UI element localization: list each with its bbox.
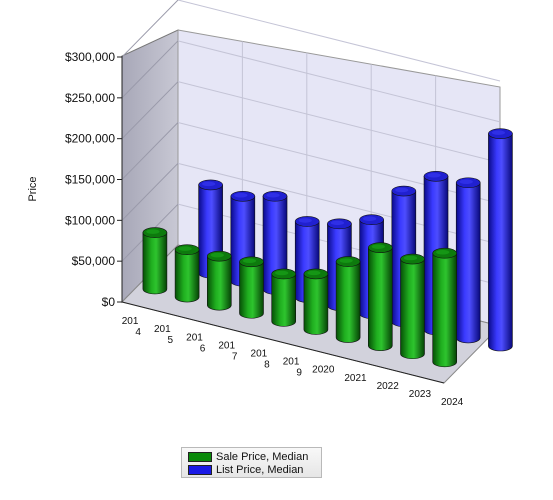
bar-sale-2017: [239, 256, 264, 319]
bar-sale-2022: [400, 253, 425, 360]
gridline-side: [121, 0, 179, 58]
y-axis-label: Price: [27, 176, 39, 201]
y-tick-label: $100,000: [65, 213, 115, 227]
x-tick-label: 201 4: [122, 316, 142, 338]
x-tick-label: 2021: [344, 373, 367, 384]
gridline: [177, 81, 501, 164]
x-tick-label: 2023: [409, 389, 432, 400]
bar-sale-2021: [367, 242, 393, 351]
x-tick-label: 2022: [377, 381, 400, 392]
y-tick-label: $250,000: [65, 91, 115, 105]
bar-list-2024: [488, 128, 513, 352]
legend-swatch-list: [188, 464, 212, 475]
gridline: [177, 40, 501, 123]
legend-label-sale: Sale Price, Median: [216, 450, 309, 463]
gridline: [177, 0, 501, 82]
bar-sale-2016: [207, 250, 232, 311]
y-tick-label: $200,000: [65, 132, 115, 146]
gridline-side: [121, 122, 179, 180]
bar-sale-2014: [142, 227, 168, 295]
x-tick-label: 201 5: [154, 324, 174, 346]
bar-sale-2018: [271, 268, 297, 327]
bar-sale-2015: [174, 244, 200, 303]
y-tick-label: $50,000: [72, 254, 116, 268]
bar-list-2023: [455, 177, 481, 344]
bar-sale-2020: [335, 256, 361, 343]
legend-item-sale: Sale Price, Median: [188, 450, 315, 463]
legend-label-list: List Price, Median: [216, 463, 304, 476]
y-tick-label: $0: [102, 295, 116, 309]
y-tick-label: $150,000: [65, 173, 115, 187]
x-tick-label: 2020: [312, 365, 335, 376]
legend-swatch-sale: [188, 451, 212, 462]
bar-sale-2019: [303, 268, 329, 335]
x-tick-label: 201 9: [283, 357, 303, 379]
bar-sale-2023: [432, 247, 458, 368]
x-tick-label: 201 6: [186, 332, 206, 354]
x-axis-line: [121, 301, 445, 384]
legend: Sale Price, Median List Price, Median: [181, 447, 322, 478]
x-tick-label: 2024: [441, 397, 464, 408]
x-tick-label: 201 8: [251, 348, 271, 370]
gridline-side: [121, 162, 179, 221]
x-tick-label: 201 7: [218, 340, 238, 362]
gridline-side: [121, 40, 179, 99]
legend-item-list: List Price, Median: [188, 463, 315, 476]
gridline-side: [121, 81, 179, 140]
axes: $0 $50,000 $100,000 $150,000 $200,000 $250,00…: [65, 50, 464, 408]
y-tick-label: $300,000: [65, 50, 115, 64]
bars: [142, 128, 513, 368]
